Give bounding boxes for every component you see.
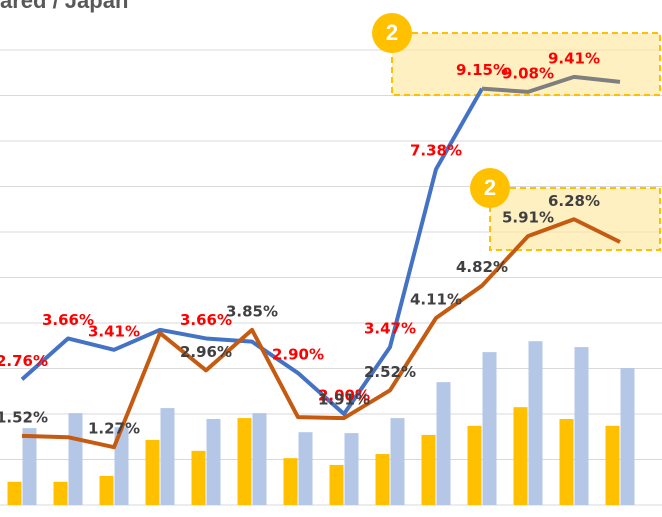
badge-text: 2 bbox=[484, 175, 496, 200]
bar bbox=[528, 341, 543, 505]
bar bbox=[53, 481, 68, 505]
grid bbox=[0, 49, 662, 506]
data-label: 2.90% bbox=[272, 346, 324, 364]
bar bbox=[390, 418, 405, 505]
bars bbox=[7, 341, 635, 505]
bar bbox=[605, 425, 620, 505]
bar bbox=[344, 433, 359, 505]
data-label: 1.52% bbox=[0, 408, 48, 426]
data-label: 9.08% bbox=[502, 64, 554, 82]
labels: 2.76%3.66%3.41%3.66%2.90%2.00%3.47%7.38%… bbox=[0, 49, 600, 437]
data-label: 2.00% bbox=[318, 387, 370, 405]
bar bbox=[421, 434, 436, 505]
data-label: 2.52% bbox=[364, 363, 416, 381]
bar bbox=[191, 450, 206, 505]
bar bbox=[145, 439, 160, 505]
bar bbox=[329, 464, 344, 505]
data-label: 3.41% bbox=[88, 322, 140, 340]
badge-text: 2 bbox=[386, 20, 398, 45]
bar bbox=[482, 352, 497, 505]
bar bbox=[99, 475, 114, 505]
bar bbox=[559, 419, 574, 505]
badge bbox=[372, 13, 412, 53]
bar bbox=[574, 347, 589, 505]
bar bbox=[467, 425, 482, 505]
bar bbox=[7, 481, 22, 505]
data-label: 5.91% bbox=[502, 209, 554, 227]
data-label: 6.28% bbox=[548, 192, 600, 210]
data-label: 3.66% bbox=[180, 311, 232, 329]
data-label: 4.11% bbox=[410, 290, 462, 308]
line bbox=[20, 87, 484, 416]
data-label: 9.41% bbox=[548, 49, 600, 67]
data-label: 9.15% bbox=[456, 61, 508, 79]
badge bbox=[470, 168, 510, 208]
data-label: 2.76% bbox=[0, 352, 48, 370]
bar bbox=[114, 427, 129, 505]
bar bbox=[22, 428, 37, 505]
data-label: 3.85% bbox=[226, 302, 278, 320]
bar bbox=[375, 454, 390, 505]
bar bbox=[620, 368, 635, 505]
bar bbox=[436, 382, 451, 505]
lines bbox=[20, 74, 621, 450]
bar bbox=[237, 418, 252, 505]
data-label: 4.82% bbox=[456, 258, 508, 276]
data-label: 1.27% bbox=[88, 420, 140, 438]
highlight-box bbox=[391, 32, 661, 96]
line bbox=[481, 74, 621, 94]
line bbox=[21, 217, 621, 450]
data-label: 3.66% bbox=[42, 311, 94, 329]
bar bbox=[283, 458, 298, 505]
bar bbox=[513, 407, 528, 505]
bar bbox=[252, 413, 267, 505]
data-label: 2.96% bbox=[180, 343, 232, 361]
chart-title: ared / Japan bbox=[0, 0, 128, 13]
bar bbox=[298, 432, 313, 505]
bar bbox=[160, 408, 175, 505]
data-label: 3.47% bbox=[364, 320, 416, 338]
data-label: 1.91% bbox=[318, 391, 370, 409]
bar bbox=[68, 413, 83, 505]
data-label: 7.38% bbox=[410, 142, 462, 160]
bar bbox=[206, 419, 221, 505]
